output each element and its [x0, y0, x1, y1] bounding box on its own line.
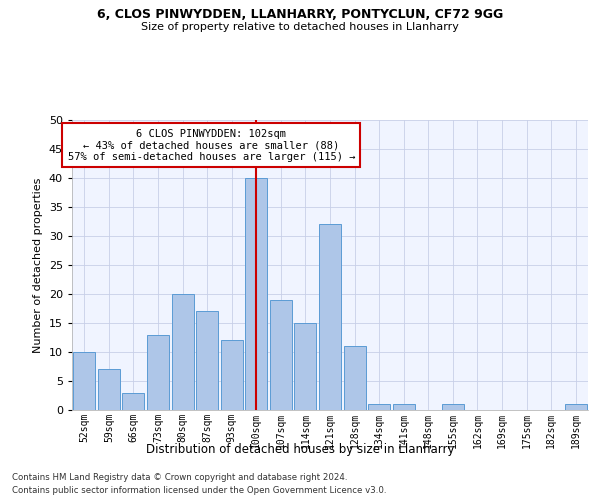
Text: Contains public sector information licensed under the Open Government Licence v3: Contains public sector information licen…: [12, 486, 386, 495]
Bar: [319, 224, 341, 410]
Text: Size of property relative to detached houses in Llanharry: Size of property relative to detached ho…: [141, 22, 459, 32]
Text: 6, CLOS PINWYDDEN, LLANHARRY, PONTYCLUN, CF72 9GG: 6, CLOS PINWYDDEN, LLANHARRY, PONTYCLUN,…: [97, 8, 503, 20]
Bar: [295, 323, 316, 410]
Bar: [73, 352, 95, 410]
Bar: [270, 300, 292, 410]
Bar: [442, 404, 464, 410]
Text: Contains HM Land Registry data © Crown copyright and database right 2024.: Contains HM Land Registry data © Crown c…: [12, 472, 347, 482]
Text: Distribution of detached houses by size in Llanharry: Distribution of detached houses by size …: [146, 442, 454, 456]
Bar: [344, 346, 365, 410]
Bar: [196, 312, 218, 410]
Bar: [245, 178, 268, 410]
Bar: [172, 294, 194, 410]
Bar: [98, 370, 120, 410]
Text: 6 CLOS PINWYDDEN: 102sqm
← 43% of detached houses are smaller (88)
57% of semi-d: 6 CLOS PINWYDDEN: 102sqm ← 43% of detach…: [68, 128, 355, 162]
Y-axis label: Number of detached properties: Number of detached properties: [33, 178, 43, 352]
Bar: [565, 404, 587, 410]
Bar: [122, 392, 145, 410]
Bar: [147, 334, 169, 410]
Bar: [392, 404, 415, 410]
Bar: [368, 404, 390, 410]
Bar: [221, 340, 243, 410]
